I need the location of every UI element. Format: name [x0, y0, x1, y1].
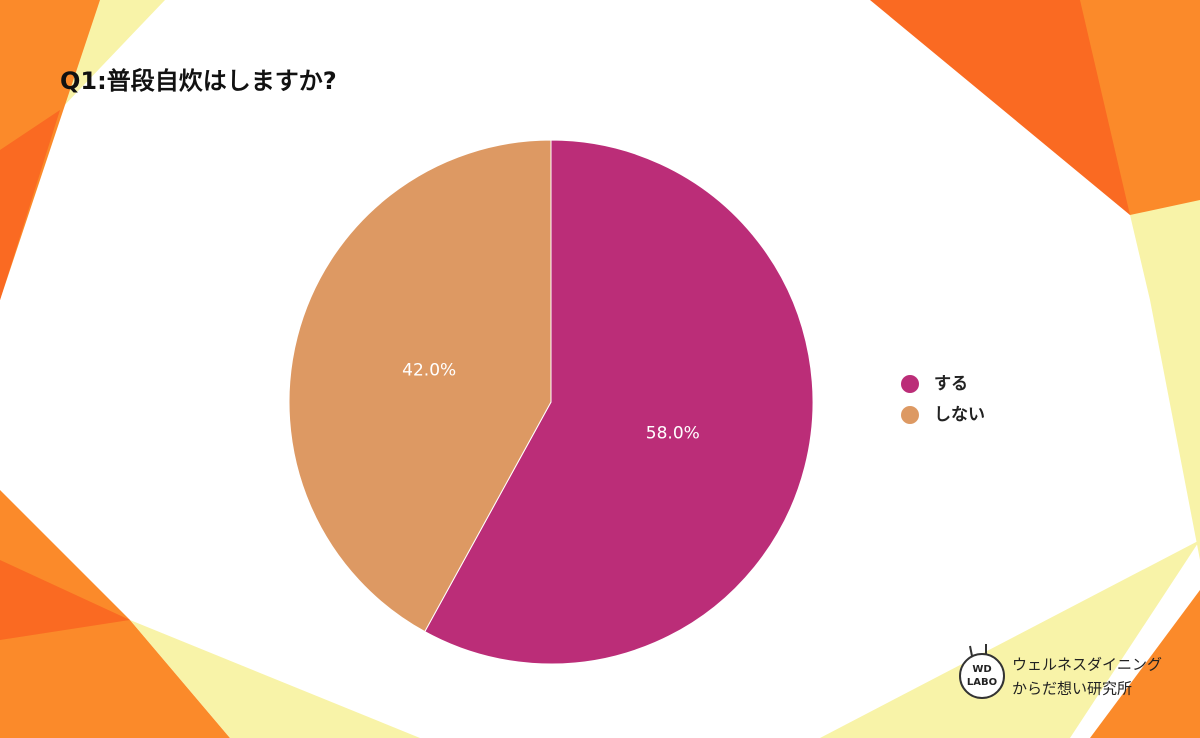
- legend-label: する: [934, 374, 968, 394]
- legend-swatch: [901, 406, 919, 424]
- value-label: 42.0%: [402, 361, 456, 381]
- value-label: 58.0%: [646, 423, 700, 443]
- chart-title: Q1:普段自炊はしますか?: [60, 67, 337, 95]
- legend-label: しない: [934, 405, 985, 425]
- logo: WD LABO ウェルネスダイニング からだ想い研究所: [959, 644, 1162, 699]
- logo-brand: ウェルネスダイニング: [1012, 656, 1162, 674]
- legend-swatch: [901, 375, 919, 393]
- pie-slice: [288, 139, 552, 633]
- pie-slice: [424, 139, 814, 665]
- logo-mark: LABO: [967, 677, 997, 688]
- logo-brand: からだ想い研究所: [1012, 680, 1132, 698]
- logo-mark: WD: [972, 664, 991, 675]
